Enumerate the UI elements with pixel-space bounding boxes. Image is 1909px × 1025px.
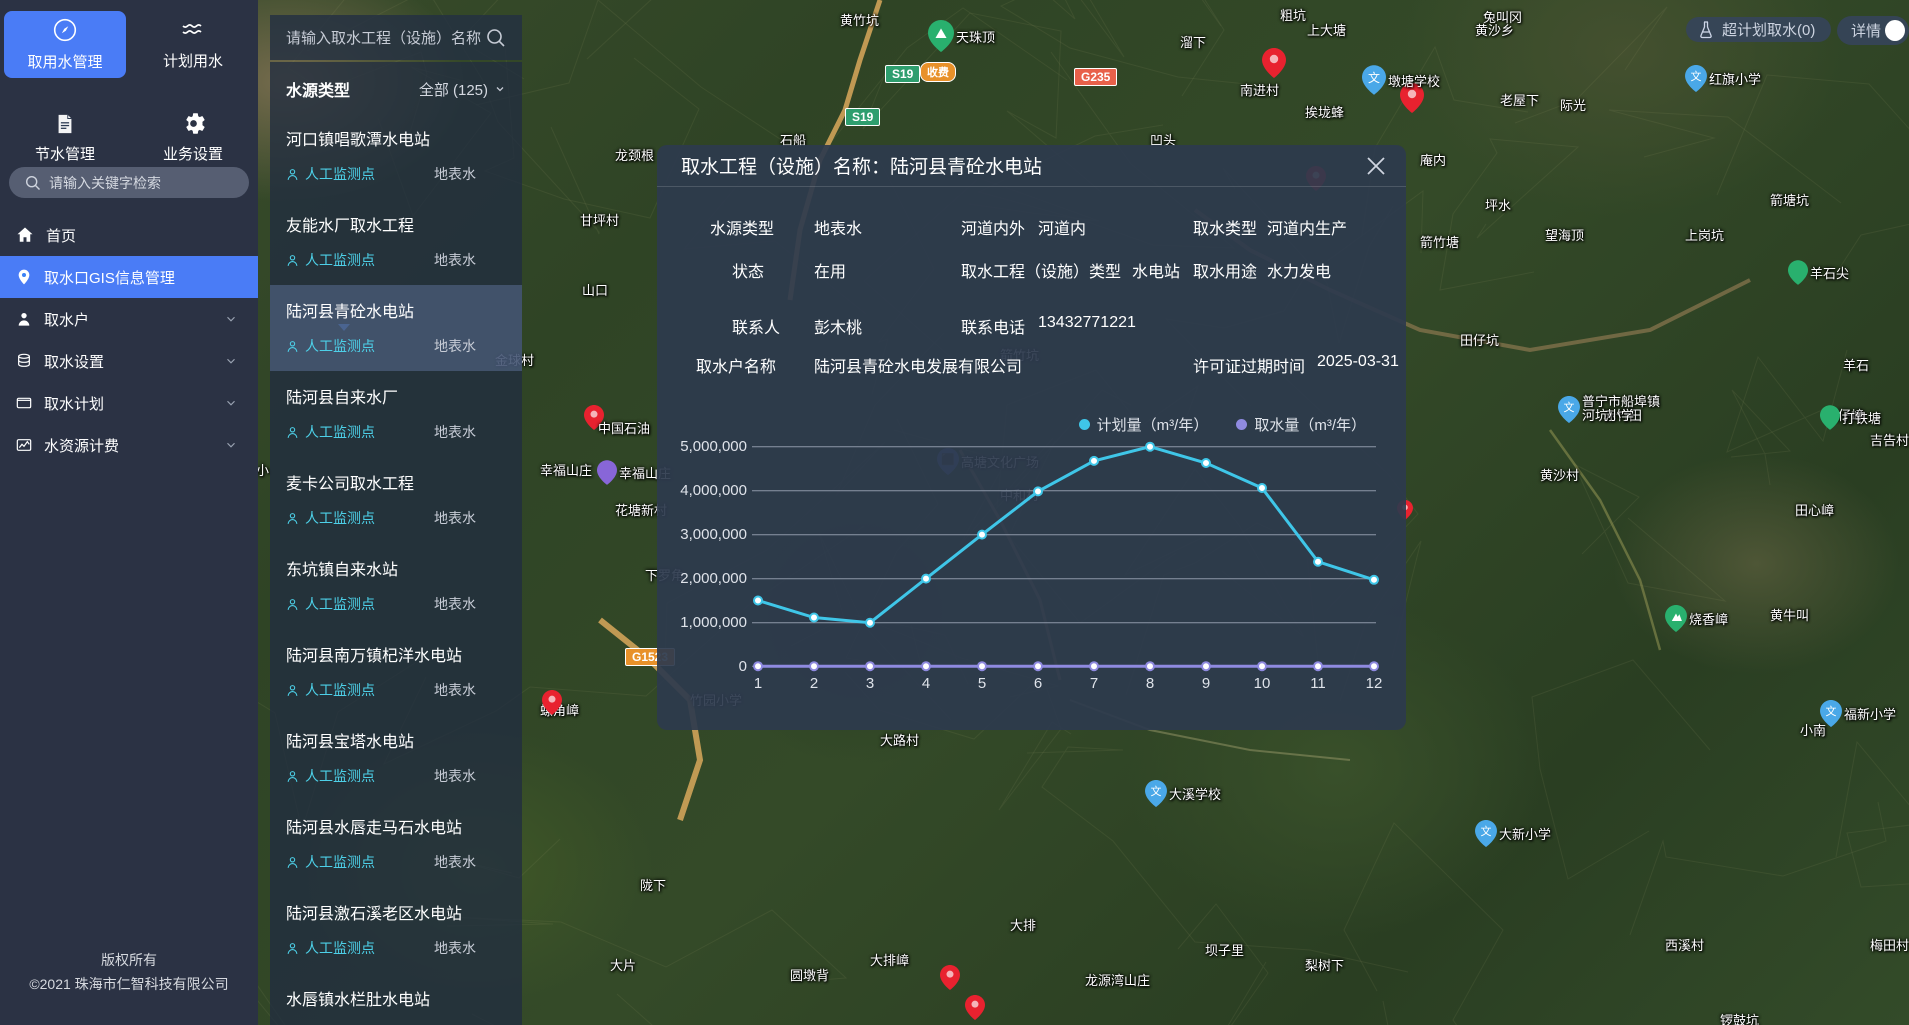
svg-text:7: 7	[1090, 675, 1098, 692]
svg-text:3: 3	[866, 675, 874, 692]
svg-text:5,000,000: 5,000,000	[680, 438, 747, 455]
svg-text:2,000,000: 2,000,000	[680, 570, 747, 587]
svg-text:1: 1	[754, 675, 762, 692]
svg-text:文: 文	[1151, 784, 1162, 798]
svg-text:12: 12	[1366, 675, 1383, 692]
svg-text:8: 8	[1146, 675, 1154, 692]
svg-text:文: 文	[1691, 69, 1702, 83]
svg-text:9: 9	[1202, 675, 1210, 692]
svg-text:文: 文	[1826, 704, 1837, 718]
svg-text:2: 2	[810, 675, 818, 692]
svg-text:3,000,000: 3,000,000	[680, 526, 747, 543]
svg-text:0: 0	[739, 658, 747, 675]
svg-text:5: 5	[978, 675, 986, 692]
svg-text:1,000,000: 1,000,000	[680, 614, 747, 631]
svg-text:4,000,000: 4,000,000	[680, 482, 747, 499]
svg-text:11: 11	[1310, 675, 1326, 692]
svg-text:文: 文	[1481, 824, 1492, 838]
svg-text:6: 6	[1034, 675, 1042, 692]
svg-text:⛰: ⛰	[935, 25, 947, 41]
svg-text:10: 10	[1254, 675, 1271, 692]
svg-text:文: 文	[1368, 70, 1380, 85]
svg-text:4: 4	[922, 675, 930, 692]
svg-text:文: 文	[1564, 400, 1575, 414]
